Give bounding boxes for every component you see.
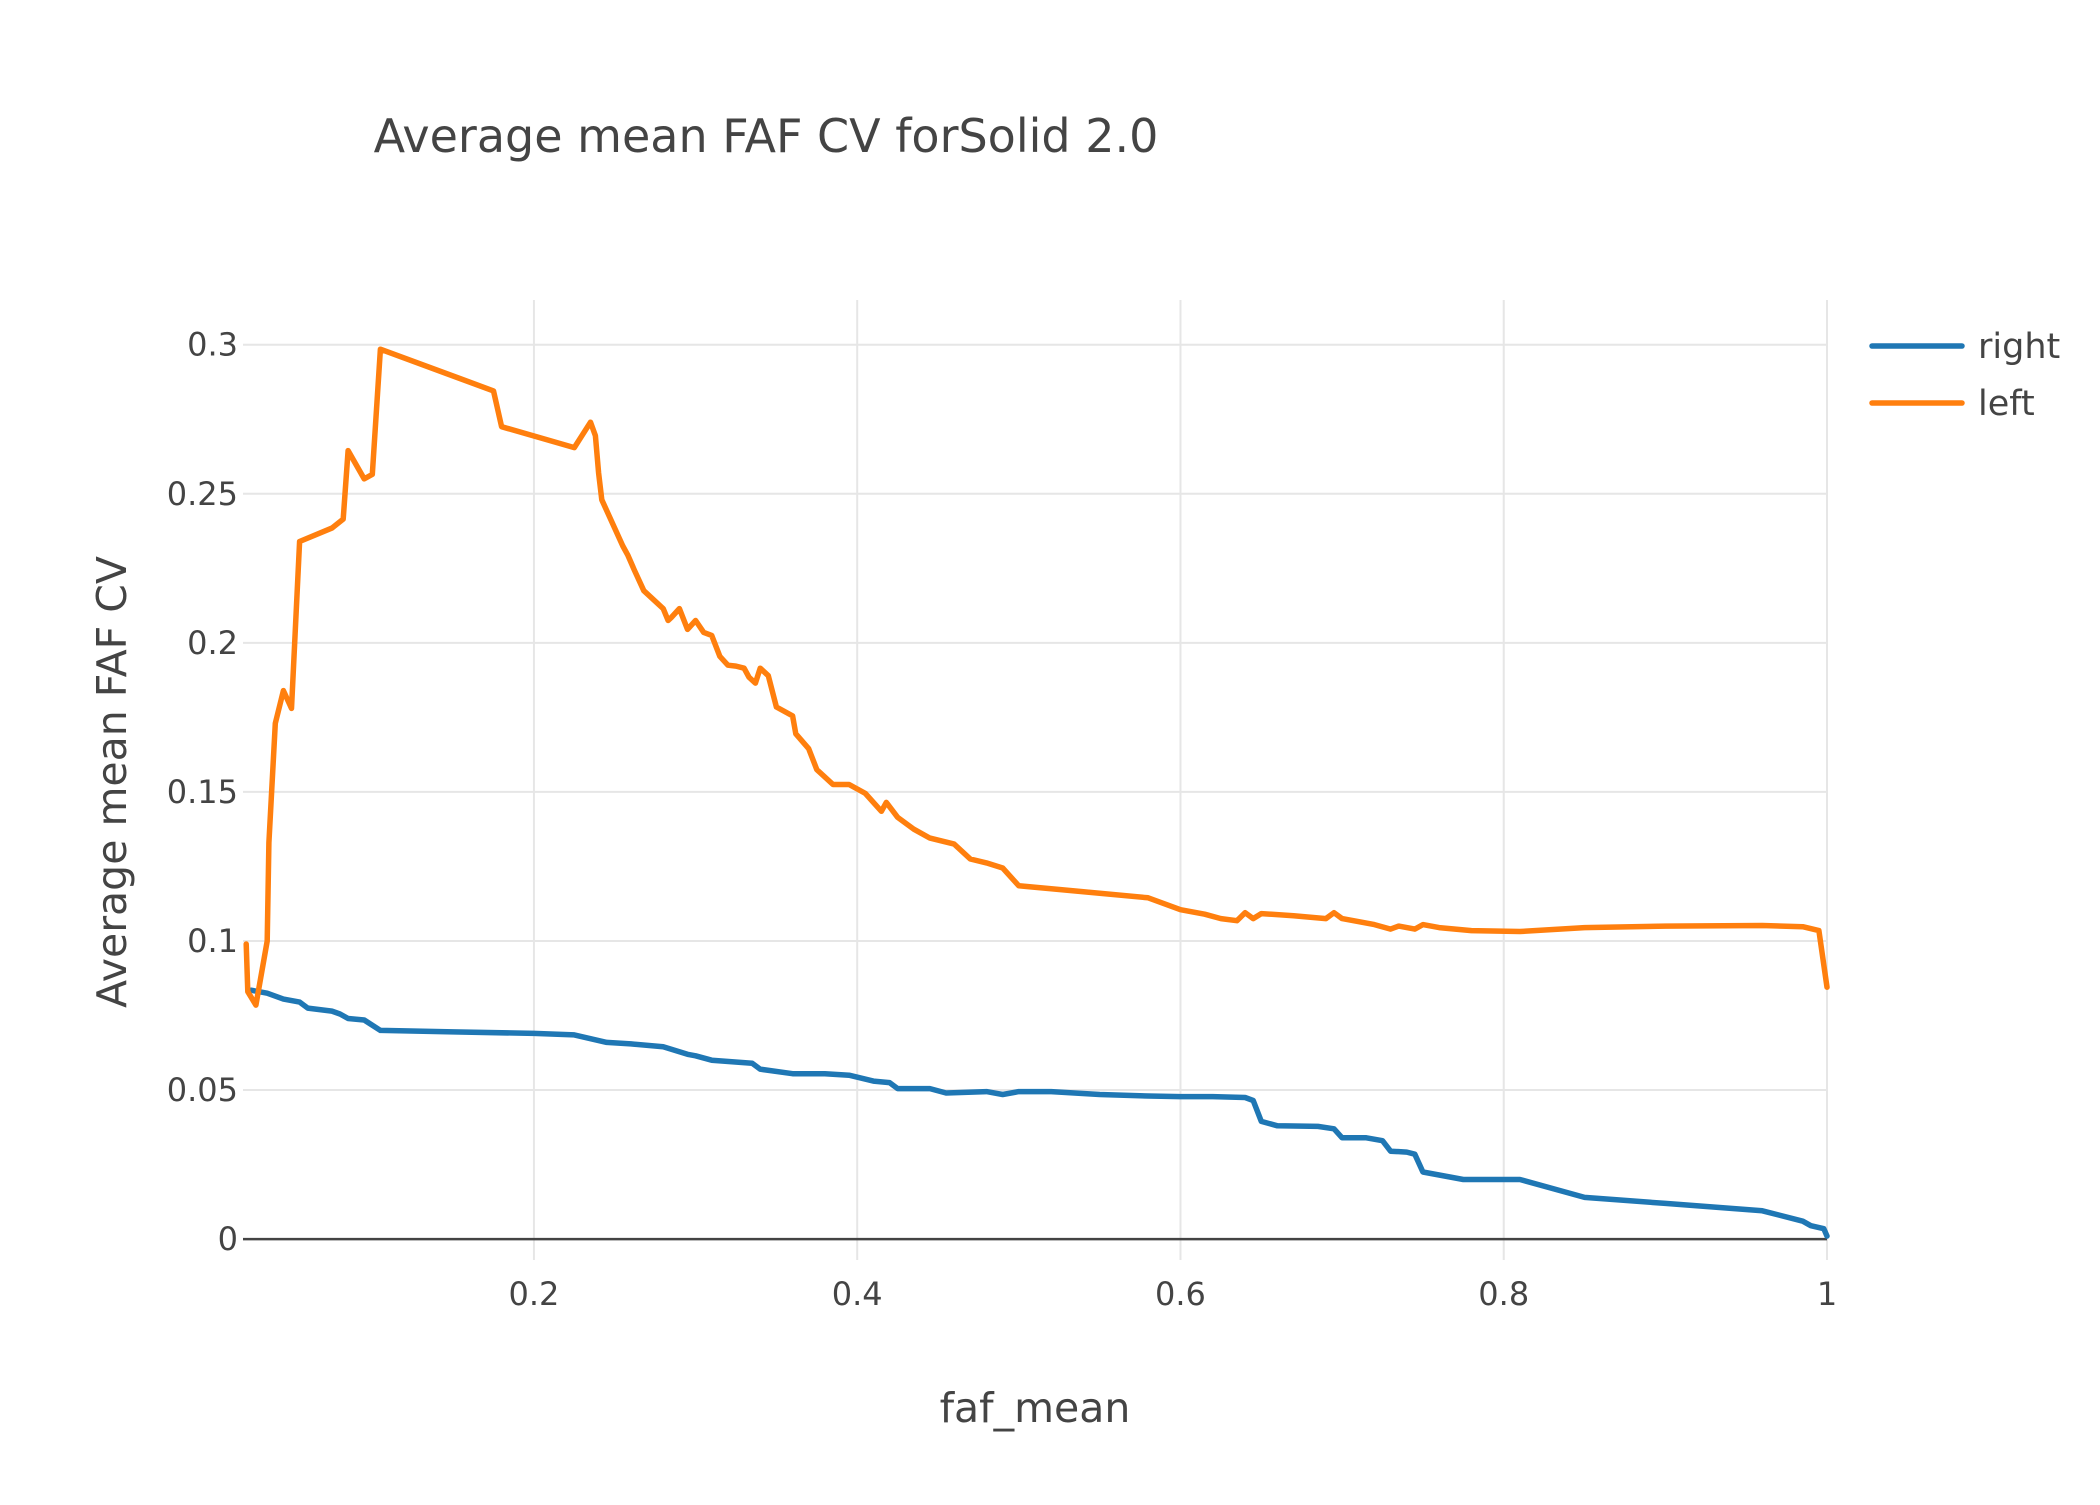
series-lines	[243, 346, 1830, 1239]
y-tick-label: 0.1	[187, 922, 238, 960]
x-tick-label: 0.2	[508, 1275, 559, 1313]
series-line-right	[248, 987, 1830, 1239]
y-tick-label: 0.15	[167, 773, 238, 811]
y-tick-label: 0.2	[187, 624, 238, 662]
y-tick-label: 0	[218, 1220, 238, 1258]
x-axis-title: faf_mean	[940, 1384, 1131, 1432]
legend-label-left: left	[1978, 384, 2035, 424]
y-tick-label: 0.25	[167, 475, 238, 513]
y-tick-label: 0.3	[187, 326, 238, 364]
series-line-left	[243, 346, 1830, 1008]
grid-lines	[243, 300, 1828, 1260]
y-axis-ticks: 0 0.05 0.1 0.15 0.2 0.25 0.3	[167, 326, 238, 1258]
legend: right left	[1869, 327, 2060, 424]
x-axis-ticks: 0.2 0.4 0.6 0.8 1	[508, 1275, 1837, 1313]
y-axis-title: Average mean FAF CV	[88, 556, 136, 1008]
y-tick-label: 0.05	[167, 1071, 238, 1109]
x-tick-label: 0.4	[832, 1275, 883, 1313]
x-tick-label: 0.8	[1478, 1275, 1529, 1313]
x-tick-label: 1	[1817, 1275, 1837, 1313]
x-tick-label: 0.6	[1155, 1275, 1206, 1313]
chart-title: Average mean FAF CV forSolid 2.0	[374, 109, 1159, 163]
legend-label-right: right	[1978, 327, 2060, 367]
